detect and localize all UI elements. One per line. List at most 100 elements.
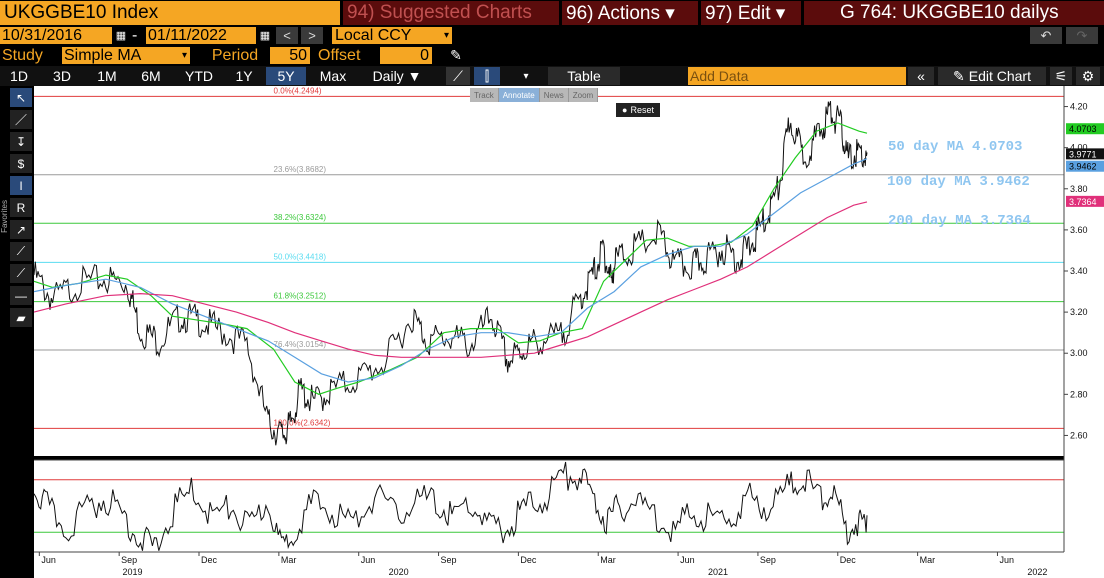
ma100-label: 100 day MA 3.9462: [887, 174, 1030, 190]
collapse-icon[interactable]: «: [908, 67, 934, 85]
tab-1y[interactable]: 1Y: [235, 68, 253, 84]
y-tick-label: 3.60: [1070, 225, 1088, 235]
actions-menu[interactable]: 96) Actions ▾: [562, 1, 698, 25]
zoom-button[interactable]: Zoom: [569, 88, 599, 102]
ma200-line: [33, 201, 868, 358]
calendar-icon[interactable]: ▦: [115, 30, 127, 42]
tab-1m[interactable]: 1M: [97, 68, 117, 84]
edit-chart-button[interactable]: ✎ Edit Chart: [938, 67, 1046, 85]
x-year-label: 2021: [708, 567, 728, 577]
next-arrow-icon[interactable]: >: [301, 27, 323, 44]
track-button[interactable]: Track: [470, 88, 499, 102]
ray-tool-icon[interactable]: ⟋: [10, 264, 32, 283]
chevron-down-icon: ▾: [181, 50, 187, 61]
x-tick-label: Dec: [840, 555, 857, 565]
fib-level-label: 100.0%(2.6342): [274, 418, 331, 427]
news-button[interactable]: News: [540, 88, 569, 102]
y-tick-label: 4.20: [1070, 102, 1088, 112]
ma200-value-tag: [1066, 195, 1104, 207]
pencil-icon: ✎: [953, 67, 965, 84]
trend-tool-icon[interactable]: ⟋: [10, 242, 32, 261]
study-type-select[interactable]: Simple MA ▾: [62, 47, 190, 64]
cursor-icon[interactable]: ↖: [10, 88, 32, 107]
x-tick-label: Mar: [281, 555, 297, 565]
prev-arrow-icon[interactable]: <: [276, 27, 298, 44]
edit-chart-label: Edit Chart: [968, 68, 1031, 84]
percent-tool-icon[interactable]: ↧: [10, 132, 32, 151]
dollar-tool-icon[interactable]: $: [10, 154, 32, 173]
x-year-label: 2020: [389, 567, 409, 577]
fib-level-label: 0.0%(4.2494): [274, 86, 322, 95]
end-date-input[interactable]: 01/11/2022: [146, 27, 256, 44]
range-dash: -: [132, 27, 138, 44]
pencil-icon[interactable]: ✎: [450, 47, 462, 63]
edit-menu[interactable]: 97) Edit ▾: [701, 1, 801, 25]
currency-value: Local CCY: [335, 27, 412, 44]
y-tick-label: 2.60: [1070, 430, 1088, 440]
period-input[interactable]: 50: [270, 47, 310, 64]
channel-tool-icon[interactable]: ▰: [10, 308, 32, 327]
table-button[interactable]: Table: [548, 67, 620, 85]
tab-1d[interactable]: 1D: [10, 68, 28, 84]
x-tick-label: Mar: [600, 555, 616, 565]
period-label: Period: [211, 47, 259, 64]
tab-max[interactable]: Max: [319, 68, 347, 84]
ma50-value-tag: [1066, 123, 1104, 135]
ma200-label: 200 day MA 3.7364: [888, 213, 1031, 229]
offset-input[interactable]: 0: [380, 47, 432, 64]
security-title[interactable]: UKGGBE10 Index: [0, 1, 340, 25]
y-tick-label: 3.00: [1070, 348, 1088, 358]
redo-icon[interactable]: ↷: [1066, 27, 1098, 44]
calendar-icon[interactable]: ▦: [259, 30, 271, 42]
fib-level-label: 76.4%(3.0154): [274, 340, 327, 349]
offset-label: Offset: [318, 47, 361, 64]
price-value-tag: [1066, 148, 1104, 160]
start-date-input[interactable]: 10/31/2016: [0, 27, 112, 44]
y-tick-label: 3.40: [1070, 266, 1088, 276]
price-line: [33, 100, 868, 446]
tab-ytd[interactable]: YTD: [185, 68, 213, 84]
ma100-value-tag: [1066, 160, 1104, 172]
chevron-down-icon[interactable]: ▾: [523, 70, 529, 82]
undo-icon[interactable]: ↶: [1030, 27, 1062, 44]
tab-5y[interactable]: 5Y: [266, 67, 306, 85]
line-tool-icon[interactable]: ／: [10, 110, 32, 129]
fib-level-label: 38.2%(3.6324): [274, 213, 327, 222]
bar-chart-icon[interactable]: ⫿: [474, 67, 500, 85]
annotate-button[interactable]: Annotate: [498, 88, 540, 102]
line-chart-icon[interactable]: ⟋: [446, 67, 470, 85]
price-chart[interactable]: 0.0%(4.2494) 23.6%(3.8682) 38.2%(3.6324) 50…: [0, 86, 1104, 578]
y-axis-background: [1064, 86, 1104, 578]
header-bar: UKGGBE10 Index 94) Suggested Charts 96) …: [0, 0, 1104, 26]
frequency-select[interactable]: Daily ▼: [372, 68, 422, 84]
x-tick-label: Dec: [201, 555, 218, 565]
chevron-down-icon: ▾: [443, 30, 449, 41]
currency-select[interactable]: Local CCY ▾: [332, 27, 452, 44]
price-value-tag-text: 3.9771: [1069, 149, 1097, 159]
x-year-label: 2022: [1027, 567, 1047, 577]
y-tick-label: 3.20: [1070, 307, 1088, 317]
text-cursor-icon[interactable]: I: [10, 176, 32, 195]
plot-area: [34, 86, 1064, 456]
fib-level-label: 23.6%(3.8682): [274, 165, 327, 174]
study-type-value: Simple MA: [64, 47, 142, 64]
y-tick-label: 2.80: [1070, 389, 1088, 399]
y-tick-label: 3.80: [1070, 184, 1088, 194]
x-tick-label: Jun: [680, 555, 695, 565]
tab-3d[interactable]: 3D: [53, 68, 71, 84]
ma50-label: 50 day MA 4.0703: [888, 139, 1023, 155]
arrow-tool-icon[interactable]: ↗: [10, 220, 32, 239]
reset-button[interactable]: ● Reset: [616, 103, 660, 117]
fib-level-label: 50.0%(3.4418): [274, 252, 327, 261]
tab-6m[interactable]: 6M: [141, 68, 161, 84]
add-data-input[interactable]: Add Data: [688, 67, 906, 85]
suggested-charts-button[interactable]: 94) Suggested Charts: [343, 1, 559, 25]
gear-icon[interactable]: ⚙: [1076, 67, 1100, 85]
x-tick-label: Sep: [441, 555, 457, 565]
study-bar: Study Simple MA ▾ Period 50 Offset 0 ✎: [0, 45, 1104, 66]
chart-id: G 764: UKGGBE10 dailys: [804, 1, 1104, 25]
settings-sliders-icon[interactable]: ⚟: [1050, 67, 1072, 85]
horizontal-line-icon[interactable]: —: [10, 286, 32, 305]
ma100-value-tag-text: 3.9462: [1069, 162, 1097, 172]
reference-icon[interactable]: R: [10, 198, 32, 217]
